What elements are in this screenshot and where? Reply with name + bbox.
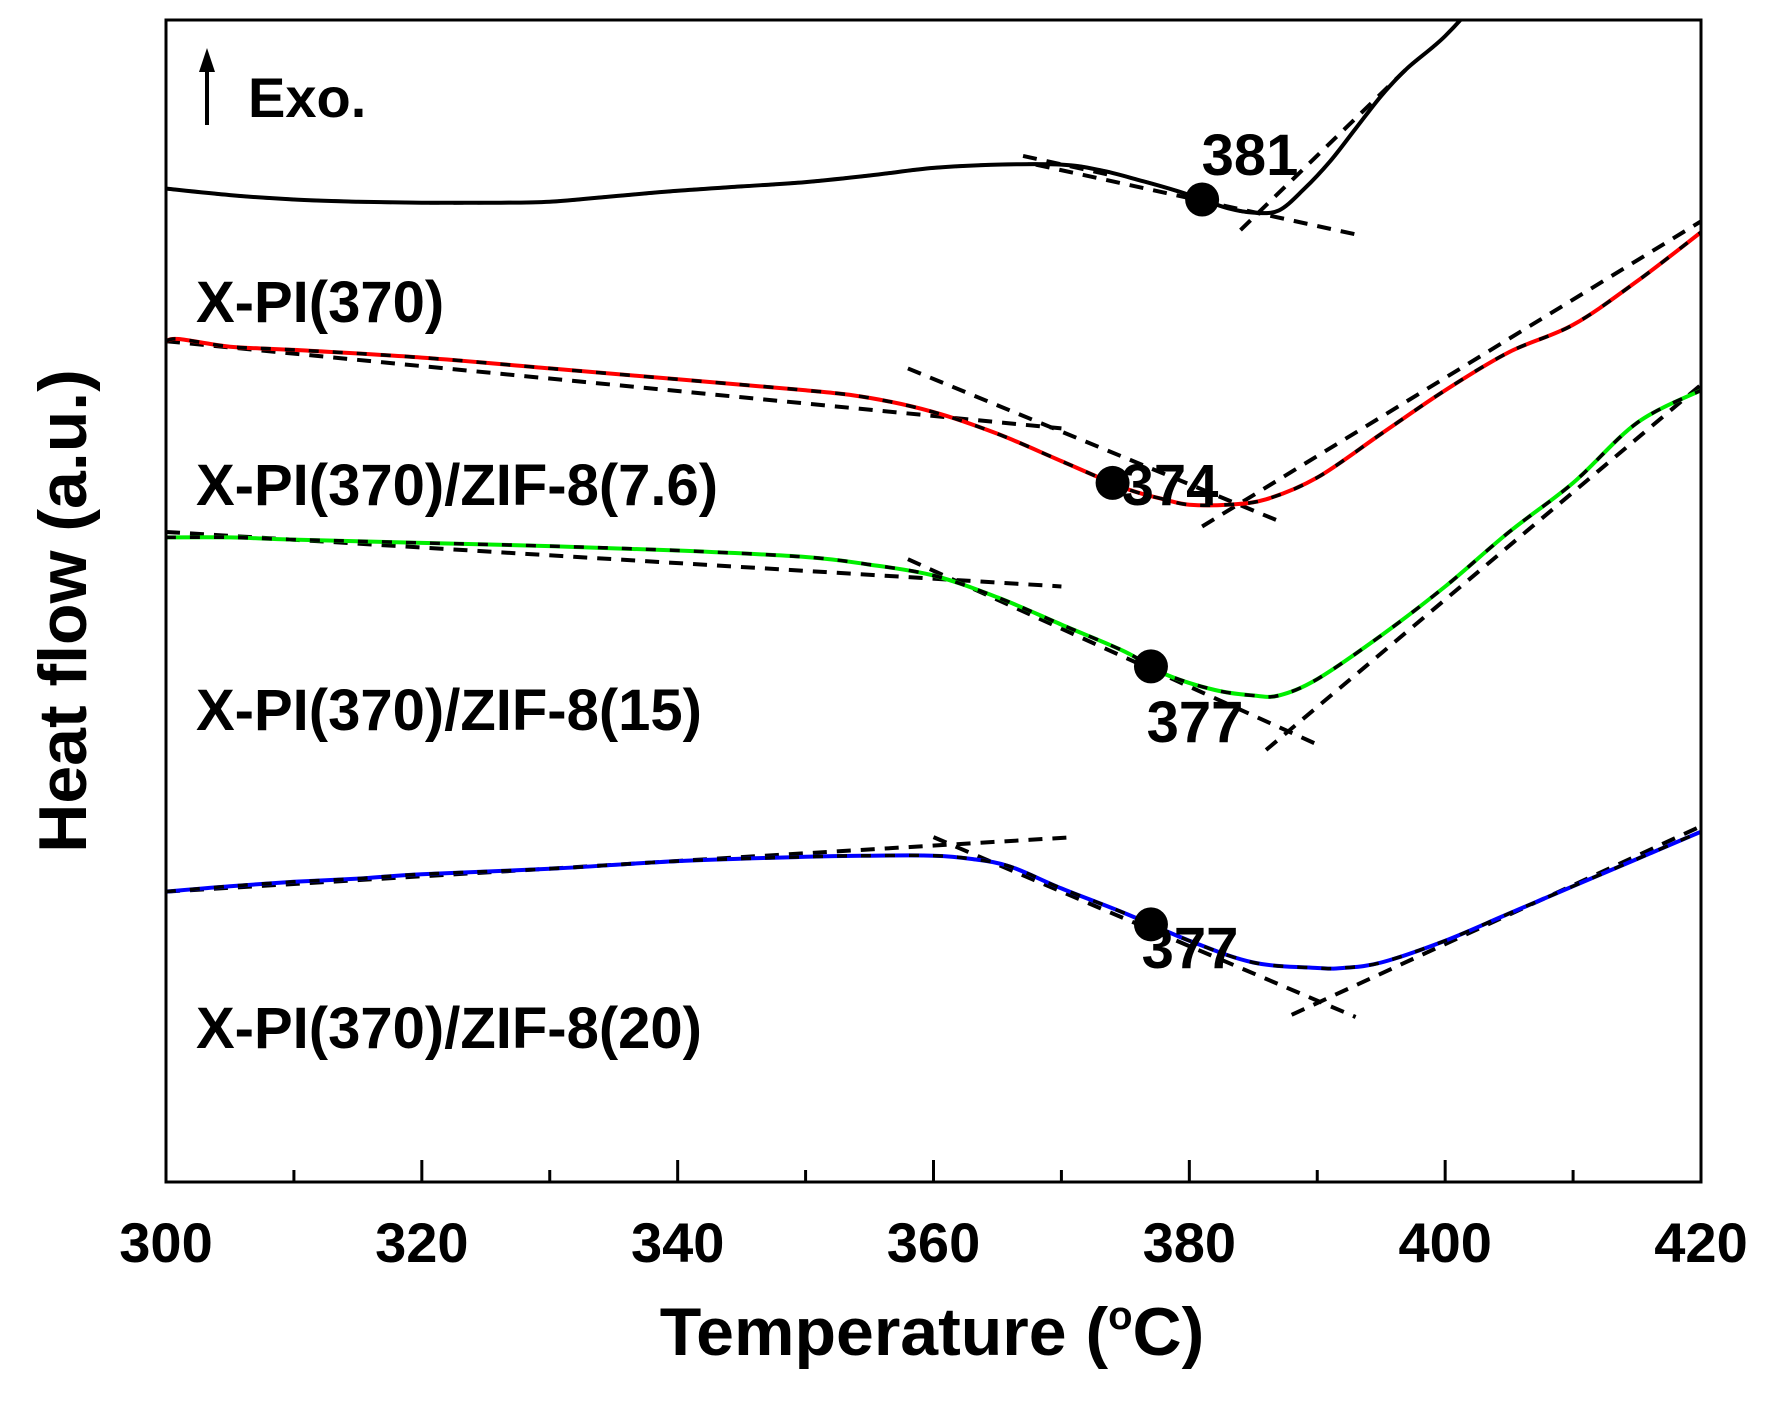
y-axis-title: Heat flow (a.u.) [25,369,101,853]
onset-label-2: 374 [1122,453,1219,518]
x-tick-label-340: 340 [631,1211,724,1274]
x-tick-label-400: 400 [1398,1211,1491,1274]
tangent-2c [1201,219,1701,529]
onset-point-1 [1185,182,1220,217]
series-fit-4 [166,830,1701,971]
x-axis-ticks: 300 320 340 360 380 400 420 [119,1160,1748,1274]
series-labels: 381 X-PI(370) 374 X-PI(370)/ZIF-8(7.6) 377 X-… [196,123,1298,1061]
x-tick-label-360: 360 [887,1211,980,1274]
series-fit-3 [166,388,1701,699]
series-fit-1 [166,20,1463,215]
tangent-2a [166,339,1062,431]
x-tick-label-380: 380 [1143,1211,1236,1274]
exo-annotation: Exo. [199,48,366,129]
onset-markers [1095,182,1220,942]
tangent-2b [907,366,1280,523]
x-tick-label-420: 420 [1654,1211,1747,1274]
series-line-1 [166,20,1464,216]
onset-point-4 [1133,907,1168,942]
series-label-4: X-PI(370)/ZIF-8(20) [196,996,702,1061]
onset-point-3 [1133,649,1168,684]
exo-arrowhead-icon [199,48,215,72]
onset-label-1: 381 [1202,123,1299,188]
series-curves [166,20,1701,971]
onset-label-3: 377 [1147,690,1244,755]
x-axis-title: Temperature (oC) [660,1294,1205,1370]
series-label-1: X-PI(370) [196,270,444,335]
tangent-1a [1022,153,1114,178]
tangent-1b [1035,162,1357,237]
exo-label: Exo. [248,66,366,129]
x-tick-label-300: 300 [119,1211,212,1274]
tangent-3c [1264,383,1701,752]
x-tick-label-320: 320 [375,1211,468,1274]
series-label-3: X-PI(370)/ZIF-8(15) [196,678,702,743]
series-line-4 [166,829,1701,971]
degree-symbol: o [1108,1294,1132,1338]
onset-point-2 [1095,465,1130,500]
onset-label-4: 377 [1142,916,1239,981]
series-fit-2 [166,230,1701,508]
series-label-2: X-PI(370)/ZIF-8(7.6) [196,453,718,518]
series-line-3 [166,388,1701,699]
